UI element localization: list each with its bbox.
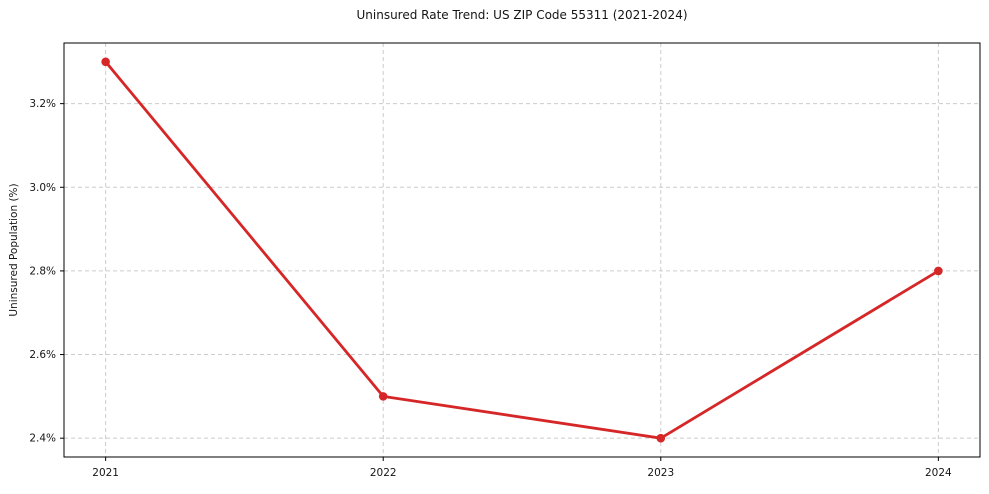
data-point-2024 — [934, 266, 943, 276]
data-point-2022 — [378, 392, 388, 401]
x-tick-label: 2022 — [370, 467, 397, 479]
x-tick-label: 2023 — [647, 467, 674, 479]
y-axis-title: Uninsured Population (%) — [8, 183, 20, 317]
trend-line — [104, 60, 940, 440]
y-tick-label: 2.6% — [29, 349, 56, 361]
y-tick-label: 2.8% — [29, 265, 56, 277]
y-tick-label: 3.0% — [29, 182, 56, 194]
y-tick-label: 2.4% — [29, 433, 56, 445]
x-tick-label: 2024 — [925, 467, 952, 479]
chart-title: Uninsured Rate Trend: US ZIP Code 55311 … — [356, 8, 688, 22]
plot-border — [63, 42, 981, 458]
x-tick-label: 2021 — [92, 467, 119, 479]
data-point-2023 — [656, 433, 666, 443]
data-point-2021 — [101, 57, 110, 67]
y-tick-label: 3.2% — [29, 98, 56, 110]
